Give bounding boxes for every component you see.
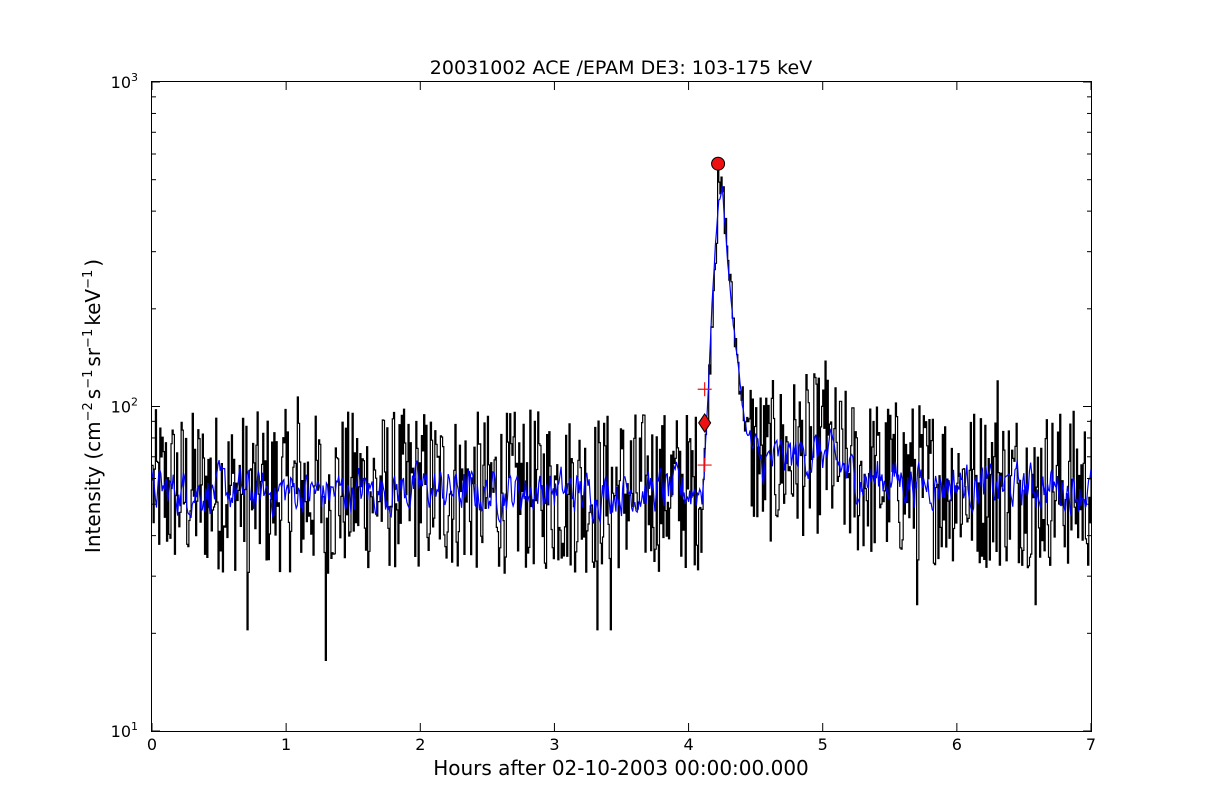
series-line-smoothed <box>151 185 1092 524</box>
plot-frame <box>151 81 1092 732</box>
onset-marker-diamond <box>698 413 712 433</box>
x-tick-label: 0 <box>147 735 157 754</box>
x-tick-label: 1 <box>281 735 291 754</box>
x-axis-label: Hours after 02-10-2003 00:00:00.000 <box>433 756 809 780</box>
y-label-kev: keV <box>81 289 105 326</box>
y-label-exp2: −1 <box>81 370 96 389</box>
axis-tick-layer: 0 1 2 3 4 5 6 7 101 102 103 <box>111 71 1096 754</box>
x-tick-label: 3 <box>549 735 559 754</box>
series-line-raw <box>152 163 1092 661</box>
plot-data-layer <box>151 163 1092 661</box>
y-tick-label: 102 <box>111 396 138 417</box>
peak-marker-circle <box>711 156 726 171</box>
y-label-prefix: Intensity (cm <box>81 421 105 553</box>
y-label-sr: sr <box>81 347 105 366</box>
chart-title: 20031002 ACE /EPAM DE3: 103-175 keV <box>430 57 812 79</box>
y-label-exp4: −1 <box>81 270 96 289</box>
x-tick-label: 4 <box>683 735 693 754</box>
y-label-s: s <box>81 389 105 399</box>
y-tick-label: 103 <box>111 71 138 92</box>
x-tick-label: 7 <box>1086 735 1096 754</box>
y-label-exp1: −2 <box>81 402 96 421</box>
x-tick-label: 5 <box>818 735 828 754</box>
y-tick-label: 101 <box>111 720 138 741</box>
y-axis-label: Intensity (cm−2s−1sr−1keV−1) <box>81 259 105 553</box>
y-label-exp3: −1 <box>81 329 96 348</box>
bound-marker-plus-3 <box>697 458 712 473</box>
y-label-suffix: ) <box>81 259 105 267</box>
marker-layer <box>697 156 726 473</box>
x-tick-label: 2 <box>415 735 425 754</box>
bound-marker-plus-2 <box>697 382 712 397</box>
x-tick-label: 6 <box>952 735 962 754</box>
